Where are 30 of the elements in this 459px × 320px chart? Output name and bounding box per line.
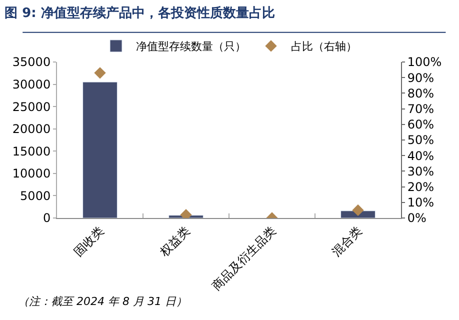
y2-tick-label: 30% bbox=[407, 164, 434, 178]
point bbox=[94, 67, 106, 79]
y-tick-label: 20000 bbox=[12, 122, 51, 136]
y2-tick-label: 0% bbox=[407, 211, 426, 226]
y2-tick-label: 80% bbox=[407, 86, 434, 100]
y-tick-label: 5000 bbox=[20, 188, 51, 203]
text: （注：截至 2024 年 8 月 31 日） bbox=[18, 295, 187, 308]
y-tick-label: 0 bbox=[42, 211, 51, 226]
y-tick-label: 30000 bbox=[12, 77, 51, 92]
y2-tick-label: 90% bbox=[407, 70, 434, 85]
y2-tick-label: 20% bbox=[407, 180, 434, 194]
y2-tick-label: 70% bbox=[407, 102, 434, 116]
x-tick-label: 固收类 bbox=[71, 224, 106, 260]
y2-tick-label: 50% bbox=[407, 133, 434, 148]
x-tick-label: 权益类 bbox=[156, 224, 192, 260]
y-tick-label: 35000 bbox=[12, 55, 51, 70]
bar bbox=[82, 82, 118, 218]
y-tick-label: 10000 bbox=[12, 166, 51, 181]
legend-label: 占比（右轴） bbox=[291, 40, 357, 54]
y-tick-label: 25000 bbox=[12, 100, 51, 114]
y2-tick-label: 40% bbox=[407, 148, 434, 163]
point bbox=[352, 204, 364, 216]
y2-tick-label: 100% bbox=[407, 55, 442, 70]
x-tick-label: 商品及衍生品类 bbox=[209, 224, 278, 294]
y2-tick-label: 10% bbox=[407, 196, 434, 210]
y-tick-label: 15000 bbox=[12, 144, 51, 158]
chart-title: 图 9: 净值型存续产品中，各投资性质数量占比 bbox=[4, 5, 275, 22]
x-tick-label: 混合类 bbox=[329, 224, 364, 260]
legend-label: 净值型存续数量（只） bbox=[136, 40, 246, 54]
y2-tick-label: 60% bbox=[407, 118, 434, 132]
